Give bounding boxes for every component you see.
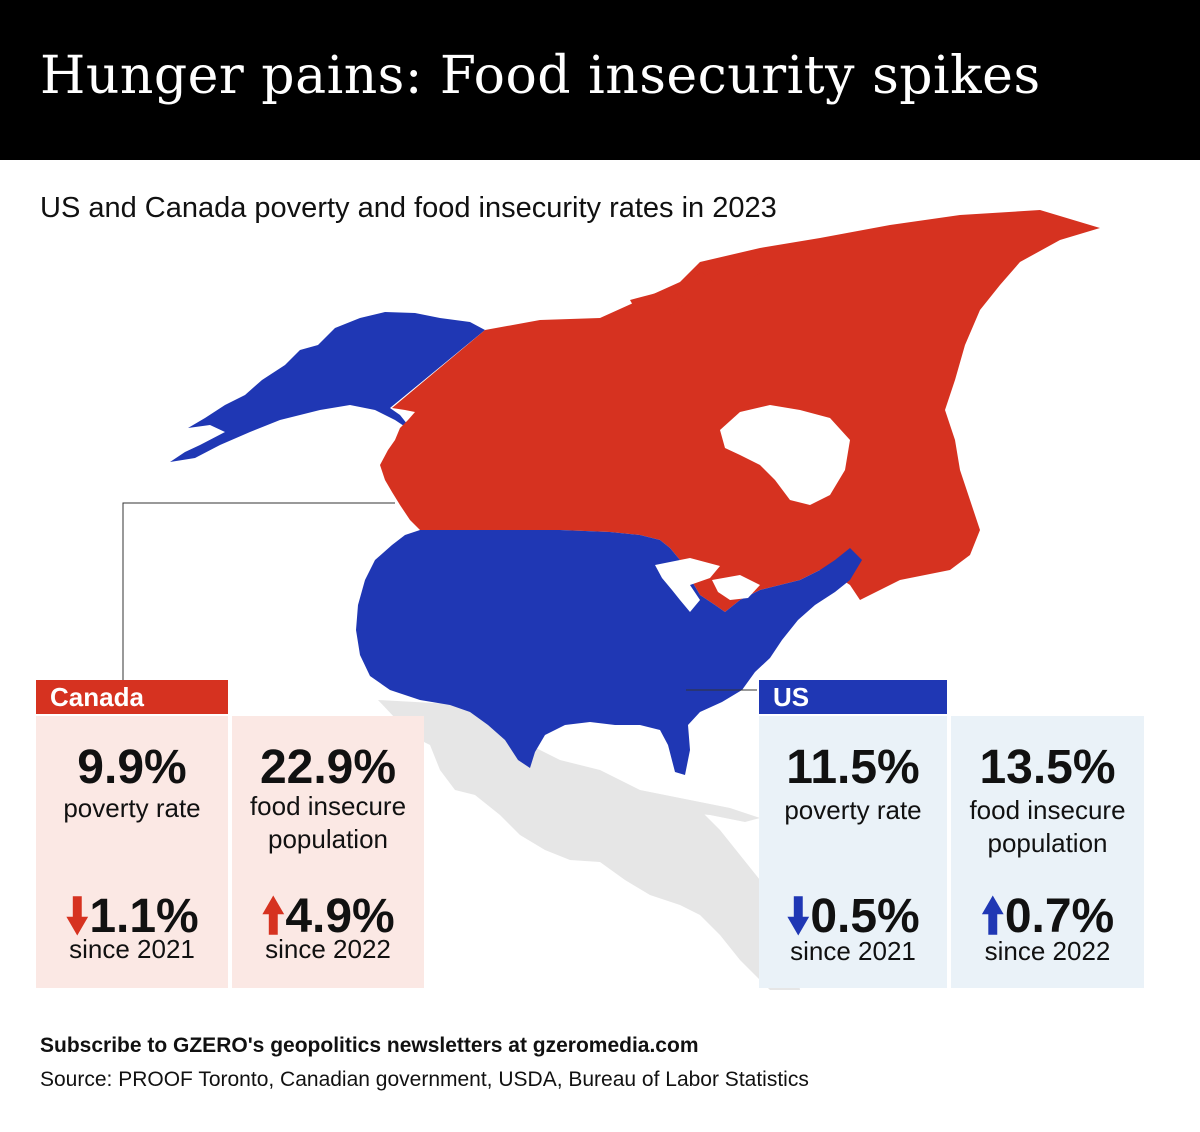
us-poverty-card: 11.5% poverty rate 🠛0.5% since 2021 [759,716,947,988]
canada-poverty-change: 1.1% [89,890,199,943]
canada-connector-line [122,502,395,680]
page-title: Hunger pains: Food insecurity spikes [40,46,1041,106]
arctic-island [700,262,765,284]
hudson-bay [720,405,850,505]
canada-poverty-change-row: 🠛1.1% [36,882,228,963]
canada-food-since: since 2022 [265,934,391,964]
us-poverty-label: poverty rate [784,795,922,825]
subtitle: US and Canada poverty and food insecurit… [40,192,777,224]
us-food-since: since 2022 [984,936,1111,966]
arctic-island [630,290,690,318]
canada-poverty-since: since 2021 [69,934,195,964]
us-food-change-row: 🠙0.7% [951,882,1144,963]
us-poverty-change-row: 🠛0.5% [759,882,947,963]
canada-food-value: 22.9% [259,741,397,794]
great-lakes [712,575,760,600]
canada-region [380,210,1100,612]
mexico-region [378,700,800,990]
us-food-label-2: population [987,828,1108,858]
us-food-value: 13.5% [979,741,1116,794]
us-food-change: 0.7% [1004,890,1115,943]
us-poverty-since: since 2021 [790,936,916,966]
canada-food-change: 4.9% [285,890,395,943]
header-bar: Hunger pains: Food insecurity spikes [0,0,1200,160]
arrow-down-icon: 🠛 [65,890,90,943]
us-poverty-change: 0.5% [810,890,920,943]
canada-food-change-row: 🠙4.9% [232,882,424,963]
arrow-up-icon: 🠙 [261,890,286,943]
canada-poverty-label: poverty rate [63,793,201,823]
cuba-island [640,800,760,822]
us-food-card: 13.5% food insecure population 🠙0.7% sin… [951,716,1144,988]
canada-poverty-card: 9.9% poverty rate 🠛1.1% since 2021 [36,716,228,988]
us-region [356,530,862,775]
arrow-up-icon: 🠙 [980,890,1005,943]
source-note: Source: PROOF Toronto, Canadian governme… [40,1068,809,1091]
canada-label: Canada [36,680,228,714]
us-poverty-value: 11.5% [786,741,920,794]
great-lakes [655,558,720,612]
canada-poverty-value: 9.9% [77,741,187,794]
us-label: US [759,680,947,714]
canada-food-label-1: food insecure [249,791,407,821]
us-food-label-1: food insecure [969,795,1126,825]
canada-food-label-2: population [268,824,388,854]
subscribe-note: Subscribe to GZERO's geopolitics newslet… [40,1034,699,1057]
canada-food-card: 22.9% food insecure population 🠙4.9% sin… [232,716,424,988]
arrow-down-icon: 🠛 [786,890,811,943]
